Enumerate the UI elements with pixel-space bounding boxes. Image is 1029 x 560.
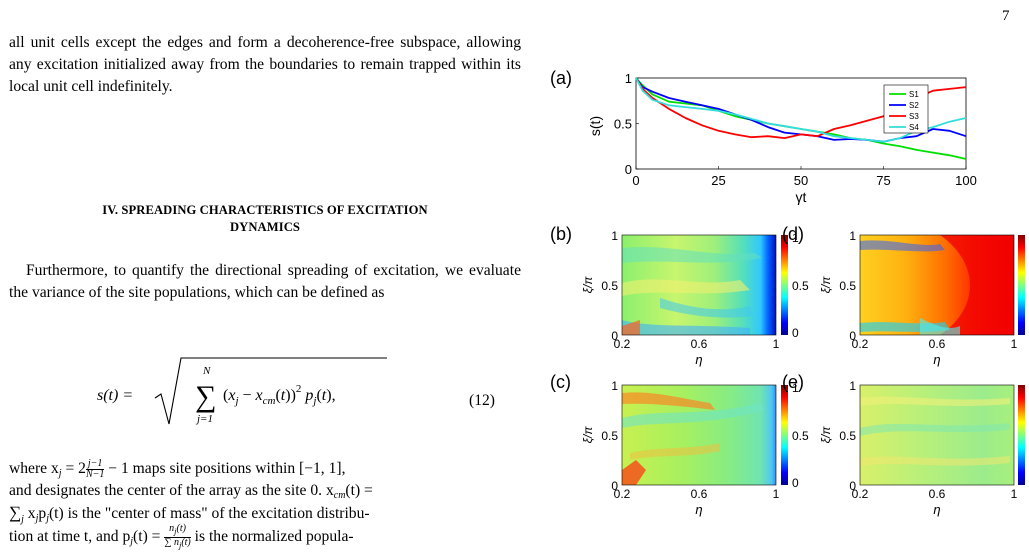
y-tick-label: 0	[625, 162, 632, 177]
colorbar-tick: 0.5	[792, 429, 809, 443]
colorbar-tick: 0	[792, 326, 799, 340]
heatmap-y-tick: 0.5	[601, 279, 618, 293]
panel-label-e: (e)	[782, 372, 804, 392]
panel-label-c: (c)	[550, 372, 571, 392]
x-tick-label: 50	[794, 173, 808, 188]
colorbar-b	[781, 235, 788, 335]
y-axis-label: s(t)	[587, 116, 603, 136]
page-number: 7	[1002, 8, 1010, 24]
x-tick-label: 100	[955, 173, 977, 188]
paragraph-variance: Furthermore, to quantify the directional…	[9, 262, 521, 301]
equation-svg: s(t) = ∑ N j=1 (xj − xcm(t))2 pj(t),	[97, 357, 387, 425]
paragraph-definitions: where xj = 2 j−1 N−1 − 1 maps site positio…	[9, 457, 521, 551]
def-line-1: where xj = 2 j−1 N−1 − 1 maps site positio…	[9, 457, 346, 480]
legend-label: S2	[909, 101, 919, 110]
def-line-3: ∑j xjpj(t) is the "center of mass" of th…	[9, 503, 370, 525]
x-tick-label: 25	[711, 173, 725, 188]
panel-c: (c)	[550, 372, 788, 486]
def-line-2: and designates the center of the array a…	[9, 482, 373, 501]
def-line-4: tion at time t, and pj(t) = nj(t) ∑ nj(t)…	[9, 523, 354, 551]
legend-label: S4	[909, 123, 919, 132]
paragraph-intro: all unit cells except the edges and form…	[9, 34, 521, 95]
svg-text:s(t) =: s(t) =	[97, 387, 133, 404]
heatmap-y-tick: 1	[849, 379, 856, 393]
heatmap-x-label: η	[933, 502, 940, 517]
panel-label-b: (b)	[550, 224, 572, 244]
svg-text:(xj − xcm(t))2 pj(t),: (xj − xcm(t))2 pj(t),	[223, 383, 336, 407]
series-line-s4	[635, 77, 967, 143]
heatmap-x-label: η	[933, 352, 940, 367]
colorbar-e	[1018, 385, 1025, 485]
heatmap-y-tick: 1	[611, 229, 618, 243]
colorbar-tick: 1	[792, 381, 799, 395]
heatmap-y-tick: 0	[849, 479, 856, 493]
svg-text:∑: ∑	[195, 380, 216, 413]
panel-d: (d)	[782, 224, 1025, 336]
panel-label-a: (a)	[550, 68, 572, 88]
heatmap-x-tick: 0.6	[691, 337, 708, 351]
heatmap-x-tick: 0.2	[852, 337, 869, 351]
legend-box	[883, 84, 929, 134]
panel-label-d: (d)	[782, 224, 804, 244]
heatmap-y-tick: 0.5	[839, 429, 856, 443]
heatmap-x-label: η	[695, 502, 702, 517]
equation-number: (12)	[469, 392, 495, 409]
heatmap-y-tick: 0	[849, 329, 856, 343]
heatmap-y-label: ξ/π	[581, 426, 595, 444]
heatmap-x-label: η	[695, 352, 702, 367]
heatmap-x-tick: 0.6	[929, 487, 946, 501]
heatmap-x-tick: 1	[773, 487, 780, 501]
heatmap-x-tick: 1	[1011, 487, 1018, 501]
legend-label: S1	[909, 90, 919, 99]
section-heading-line2: DYNAMICS	[229, 220, 301, 234]
heatmap-y-tick: 0	[611, 479, 618, 493]
heatmap-y-tick: 1	[611, 379, 618, 393]
panel-b: (b)	[550, 224, 788, 336]
x-tick-label: 0	[632, 173, 639, 188]
section-heading-line1: IV. SPREADING CHARACTERISTICS OF EXCITAT…	[102, 203, 428, 217]
eq-sum-upper: N	[202, 365, 211, 377]
colorbar-d	[1018, 235, 1025, 335]
legend-label: S3	[909, 112, 919, 121]
colorbar-tick: 0	[792, 476, 799, 490]
y-tick-label: 1	[625, 71, 632, 86]
heatmap-x-tick: 0.6	[691, 487, 708, 501]
heatmap-x-tick: 0.2	[614, 337, 631, 351]
colorbar-c	[781, 385, 788, 485]
heatmap-y-label: ξ/π	[819, 426, 833, 444]
panel-e: (e)	[782, 372, 1025, 486]
heatmap-y-tick: 0.5	[839, 279, 856, 293]
equation-12: s(t) = ∑ N j=1 (xj − xcm(t))2 pj(t),	[9, 352, 521, 436]
series-line-s2	[635, 77, 967, 143]
heatmap-x-tick: 1	[773, 337, 780, 351]
figure: (a) 0 25 50 75 100 0 0.5 1 s(t) γt S1 S2 S3 S4 (b)	[540, 58, 1029, 555]
heatmap-y-tick: 0.5	[601, 429, 618, 443]
colorbar-tick: 0.5	[792, 279, 809, 293]
x-tick-label: 75	[876, 173, 890, 188]
heatmap-y-tick: 0	[611, 329, 618, 343]
heatmap-x-tick: 0.6	[929, 337, 946, 351]
legend: S1 S2 S3 S4	[883, 84, 929, 134]
heatmap-y-label: ξ/π	[819, 276, 833, 294]
heatmap-x-tick: 1	[1011, 337, 1018, 351]
colorbar-tick: 1	[792, 231, 799, 245]
x-axis-label: γt	[796, 189, 807, 205]
heatmap-y-tick: 1	[849, 229, 856, 243]
heatmap-x-tick: 0.2	[852, 487, 869, 501]
eq-sum-lower: j=1	[195, 413, 213, 425]
heatmap-x-tick: 0.2	[614, 487, 631, 501]
heatmap-y-label: ξ/π	[581, 276, 595, 294]
eq-lhs: s(t) =	[97, 387, 133, 404]
section-heading: IV. SPREADING CHARACTERISTICS OF EXCITAT…	[9, 202, 521, 236]
y-tick-label: 0.5	[614, 117, 632, 132]
panel-a: (a) 0 25 50 75 100 0 0.5 1 s(t) γt S1 S2 S3 S4	[550, 68, 977, 205]
